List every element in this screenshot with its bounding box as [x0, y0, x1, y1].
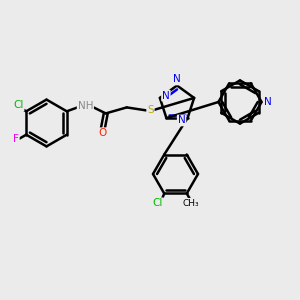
- Text: N: N: [162, 91, 170, 100]
- Text: N: N: [178, 116, 185, 125]
- Text: NH: NH: [78, 101, 93, 111]
- Text: Cl: Cl: [13, 100, 24, 110]
- Text: N: N: [173, 74, 181, 85]
- Text: N: N: [264, 97, 272, 107]
- Text: S: S: [147, 105, 154, 115]
- Text: Cl: Cl: [153, 198, 163, 208]
- Text: F: F: [13, 134, 19, 145]
- Text: CH₃: CH₃: [183, 199, 200, 208]
- Text: O: O: [99, 128, 107, 138]
